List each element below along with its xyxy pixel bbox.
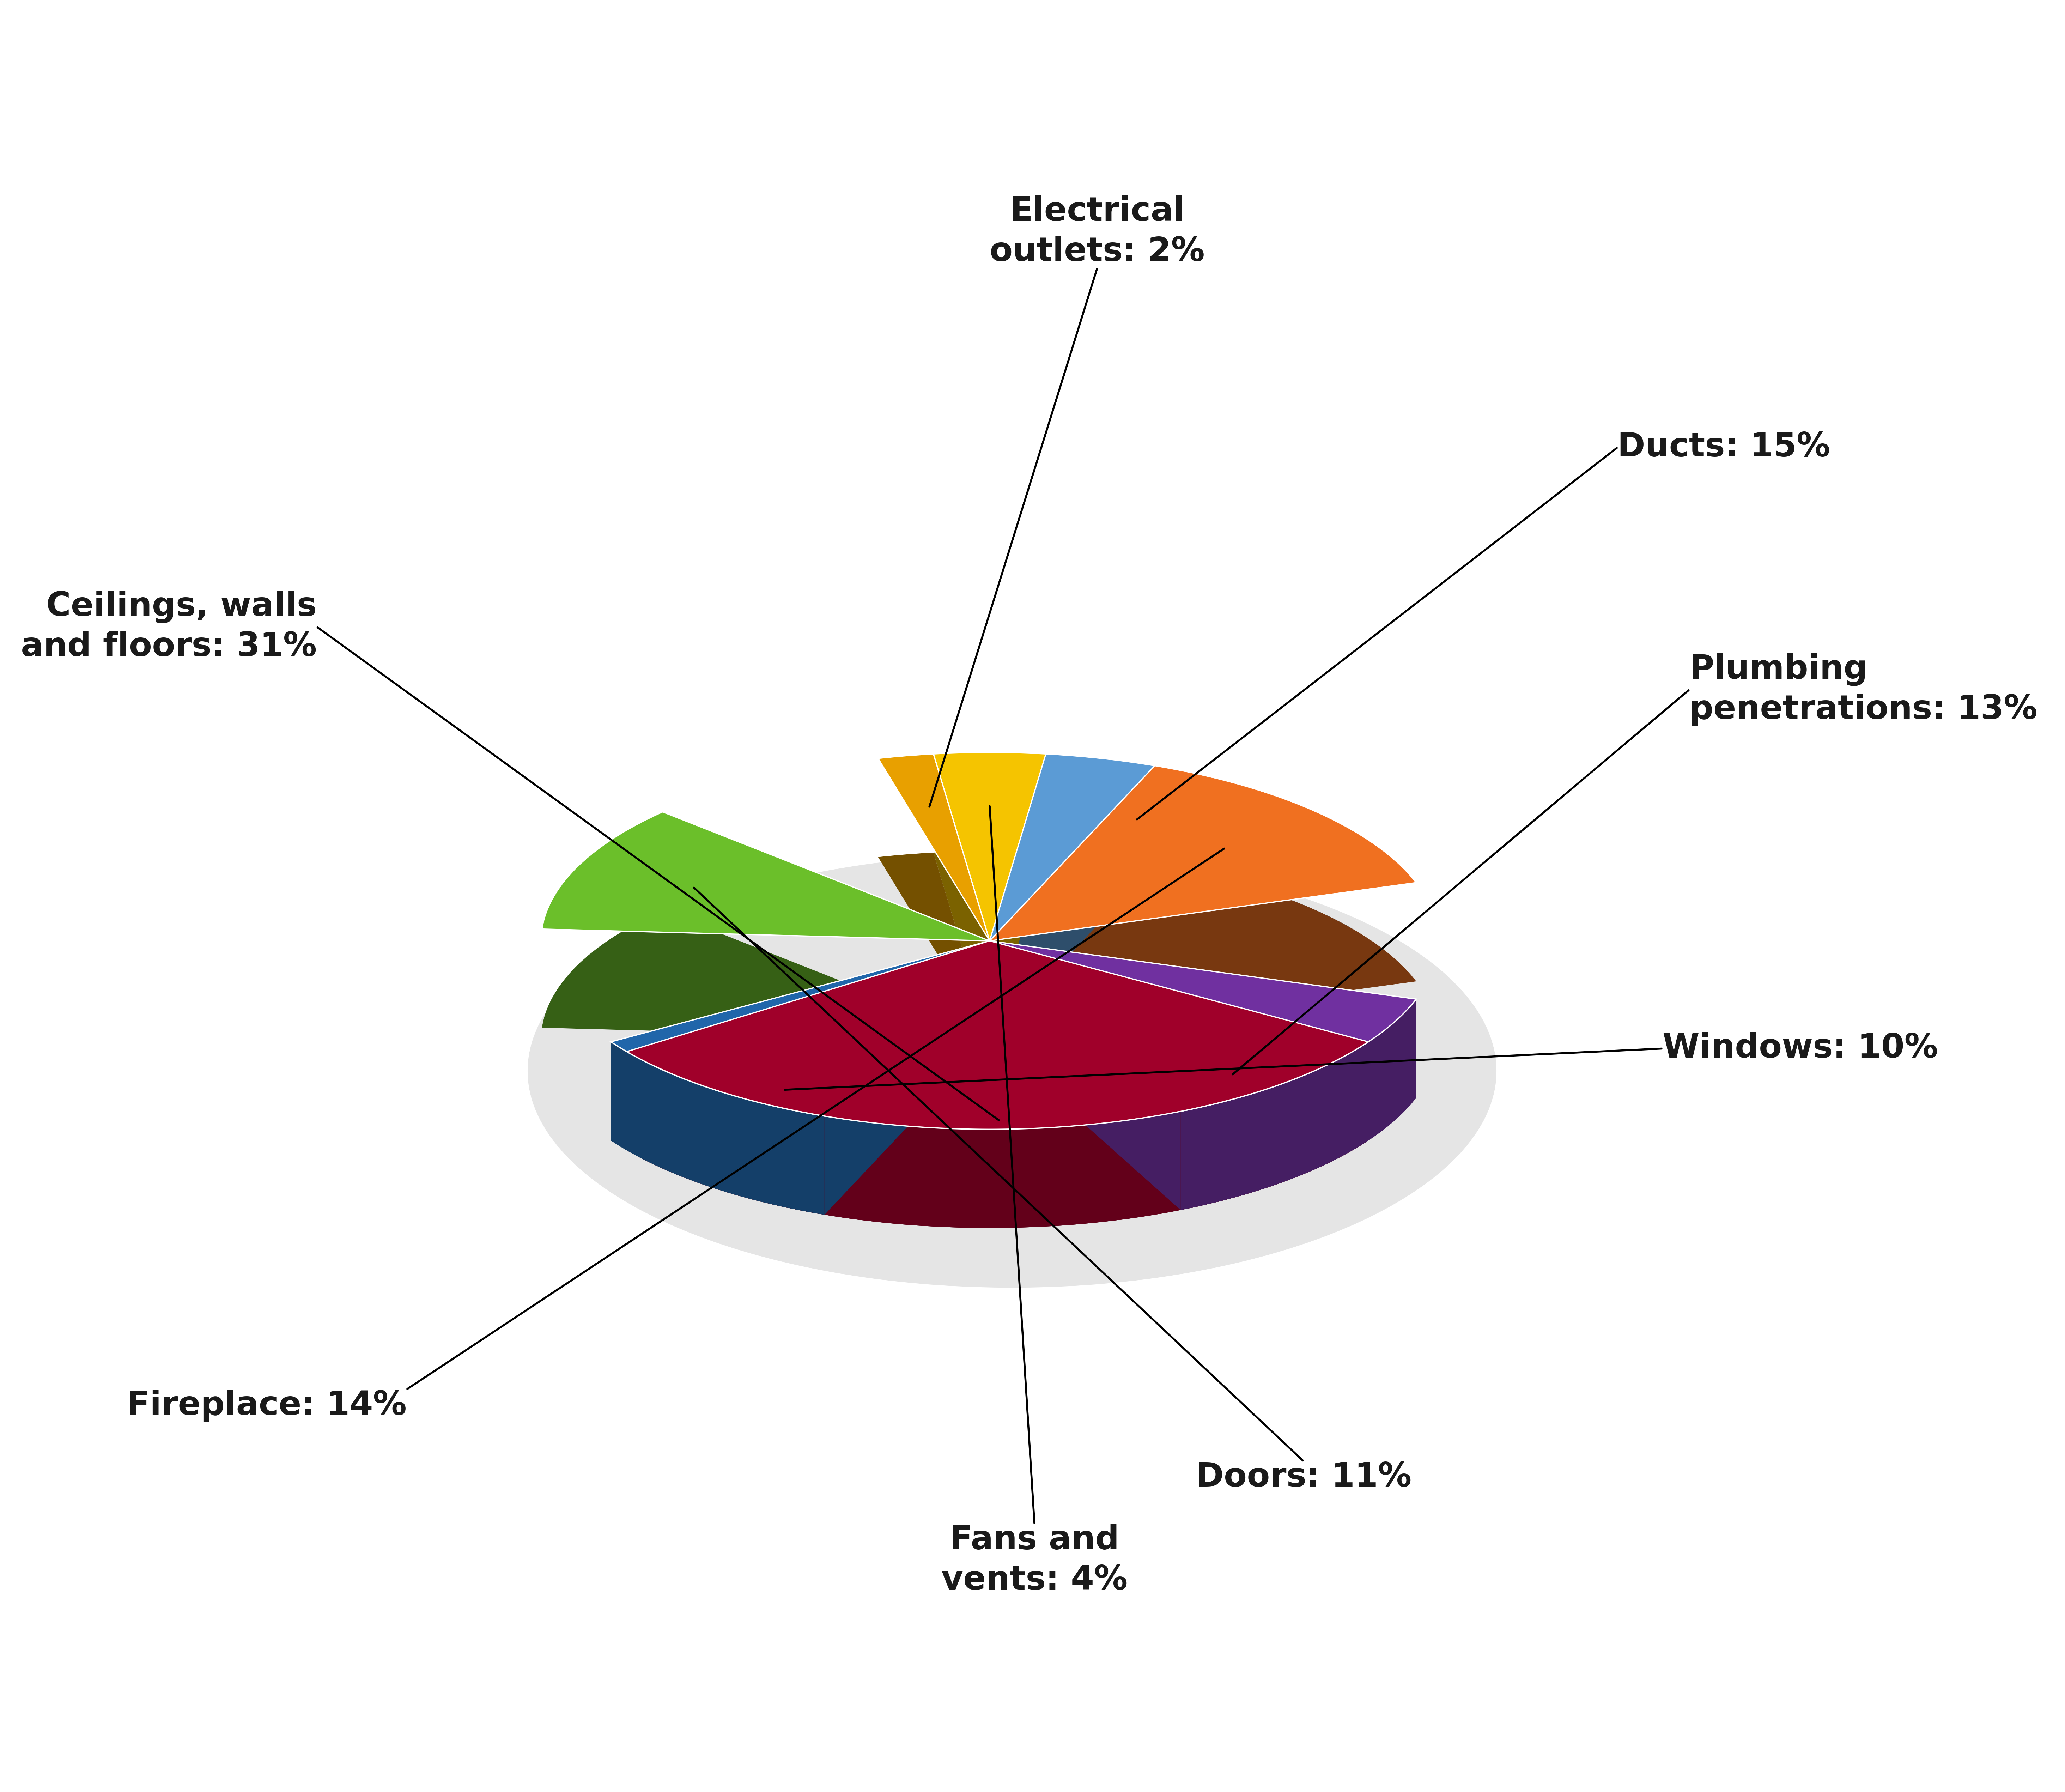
Text: Fans and
vents: 4%: Fans and vents: 4% [942,1523,1127,1597]
Polygon shape [989,765,1417,941]
Ellipse shape [529,855,1497,1288]
Polygon shape [824,941,989,1215]
Text: Ceilings, walls
and floors: 31%: Ceilings, walls and floors: 31% [21,591,316,663]
Text: Plumbing
penetrations: 13%: Plumbing penetrations: 13% [1689,654,2038,726]
Polygon shape [989,941,1181,1210]
Polygon shape [933,753,1045,941]
Polygon shape [541,910,989,1039]
Polygon shape [878,853,989,1039]
Text: Ducts: 15%: Ducts: 15% [1617,432,1830,464]
Text: Electrical
outlets: 2%: Electrical outlets: 2% [989,195,1204,269]
Polygon shape [541,812,989,941]
Polygon shape [1181,1000,1417,1210]
Polygon shape [628,1039,1369,1228]
Text: Windows: 10%: Windows: 10% [1662,1032,1937,1064]
Polygon shape [611,941,989,1116]
Polygon shape [989,851,1353,1039]
Polygon shape [989,941,1369,1140]
Polygon shape [611,1039,989,1215]
Polygon shape [628,941,989,1150]
Polygon shape [611,1041,824,1215]
Polygon shape [611,941,989,1140]
Polygon shape [989,941,1417,1111]
Polygon shape [933,851,1045,1039]
Polygon shape [989,753,1353,941]
Polygon shape [878,754,989,941]
Polygon shape [628,941,1369,1129]
Polygon shape [989,864,1417,1039]
Text: Doors: 11%: Doors: 11% [1196,1460,1410,1495]
Polygon shape [989,1039,1417,1210]
Polygon shape [989,941,1417,1098]
Text: Fireplace: 14%: Fireplace: 14% [126,1389,407,1421]
Polygon shape [628,1041,1369,1228]
